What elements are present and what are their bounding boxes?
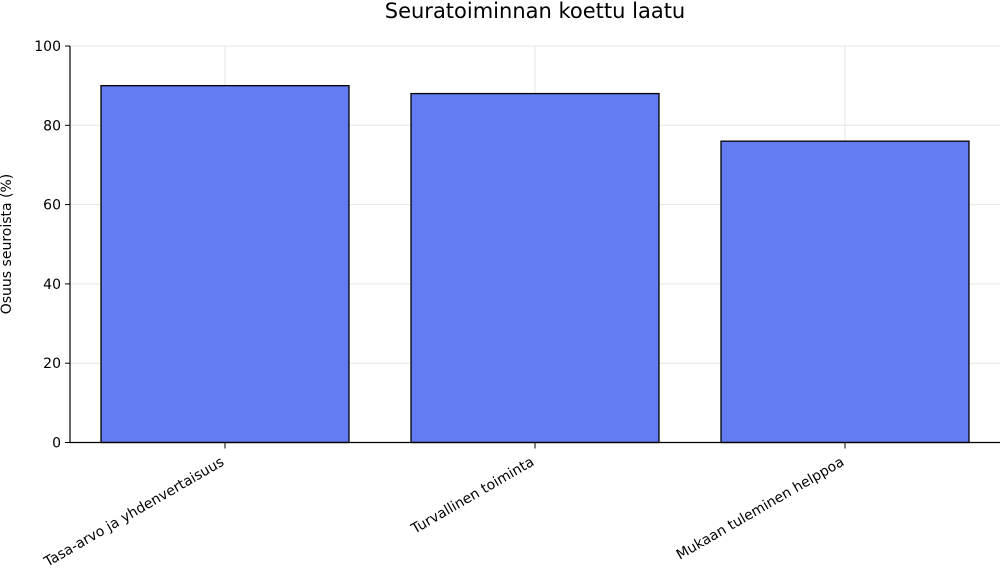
y-ticks: 0 20 40 60 80 100: [34, 39, 70, 452]
chart-title: Seuratoiminnan koettu laatu: [385, 0, 686, 23]
x-tick-label: Tasa-arvo ja yhdenvertaisuus: [41, 454, 227, 571]
bar-2: [410, 92, 660, 444]
y-tick-label: 20: [43, 356, 61, 372]
y-tick-label: 100: [34, 39, 61, 55]
bar-3: [720, 140, 970, 444]
x-tick-label: Mukaan tuleminen helppoa: [674, 454, 847, 563]
x-ticks: Tasa-arvo ja yhdenvertaisuus Turvallinen …: [41, 442, 847, 571]
y-tick-label: 60: [43, 198, 61, 214]
x-tick-label: Turvallinen toiminta: [408, 454, 537, 538]
bars: [100, 85, 970, 444]
y-tick-label: 40: [43, 277, 61, 293]
y-tick-label: 80: [43, 118, 61, 134]
bar-1: [100, 85, 350, 444]
y-axis-label: Osuus seuroista (%): [0, 174, 15, 315]
y-tick-label: 0: [52, 436, 61, 452]
